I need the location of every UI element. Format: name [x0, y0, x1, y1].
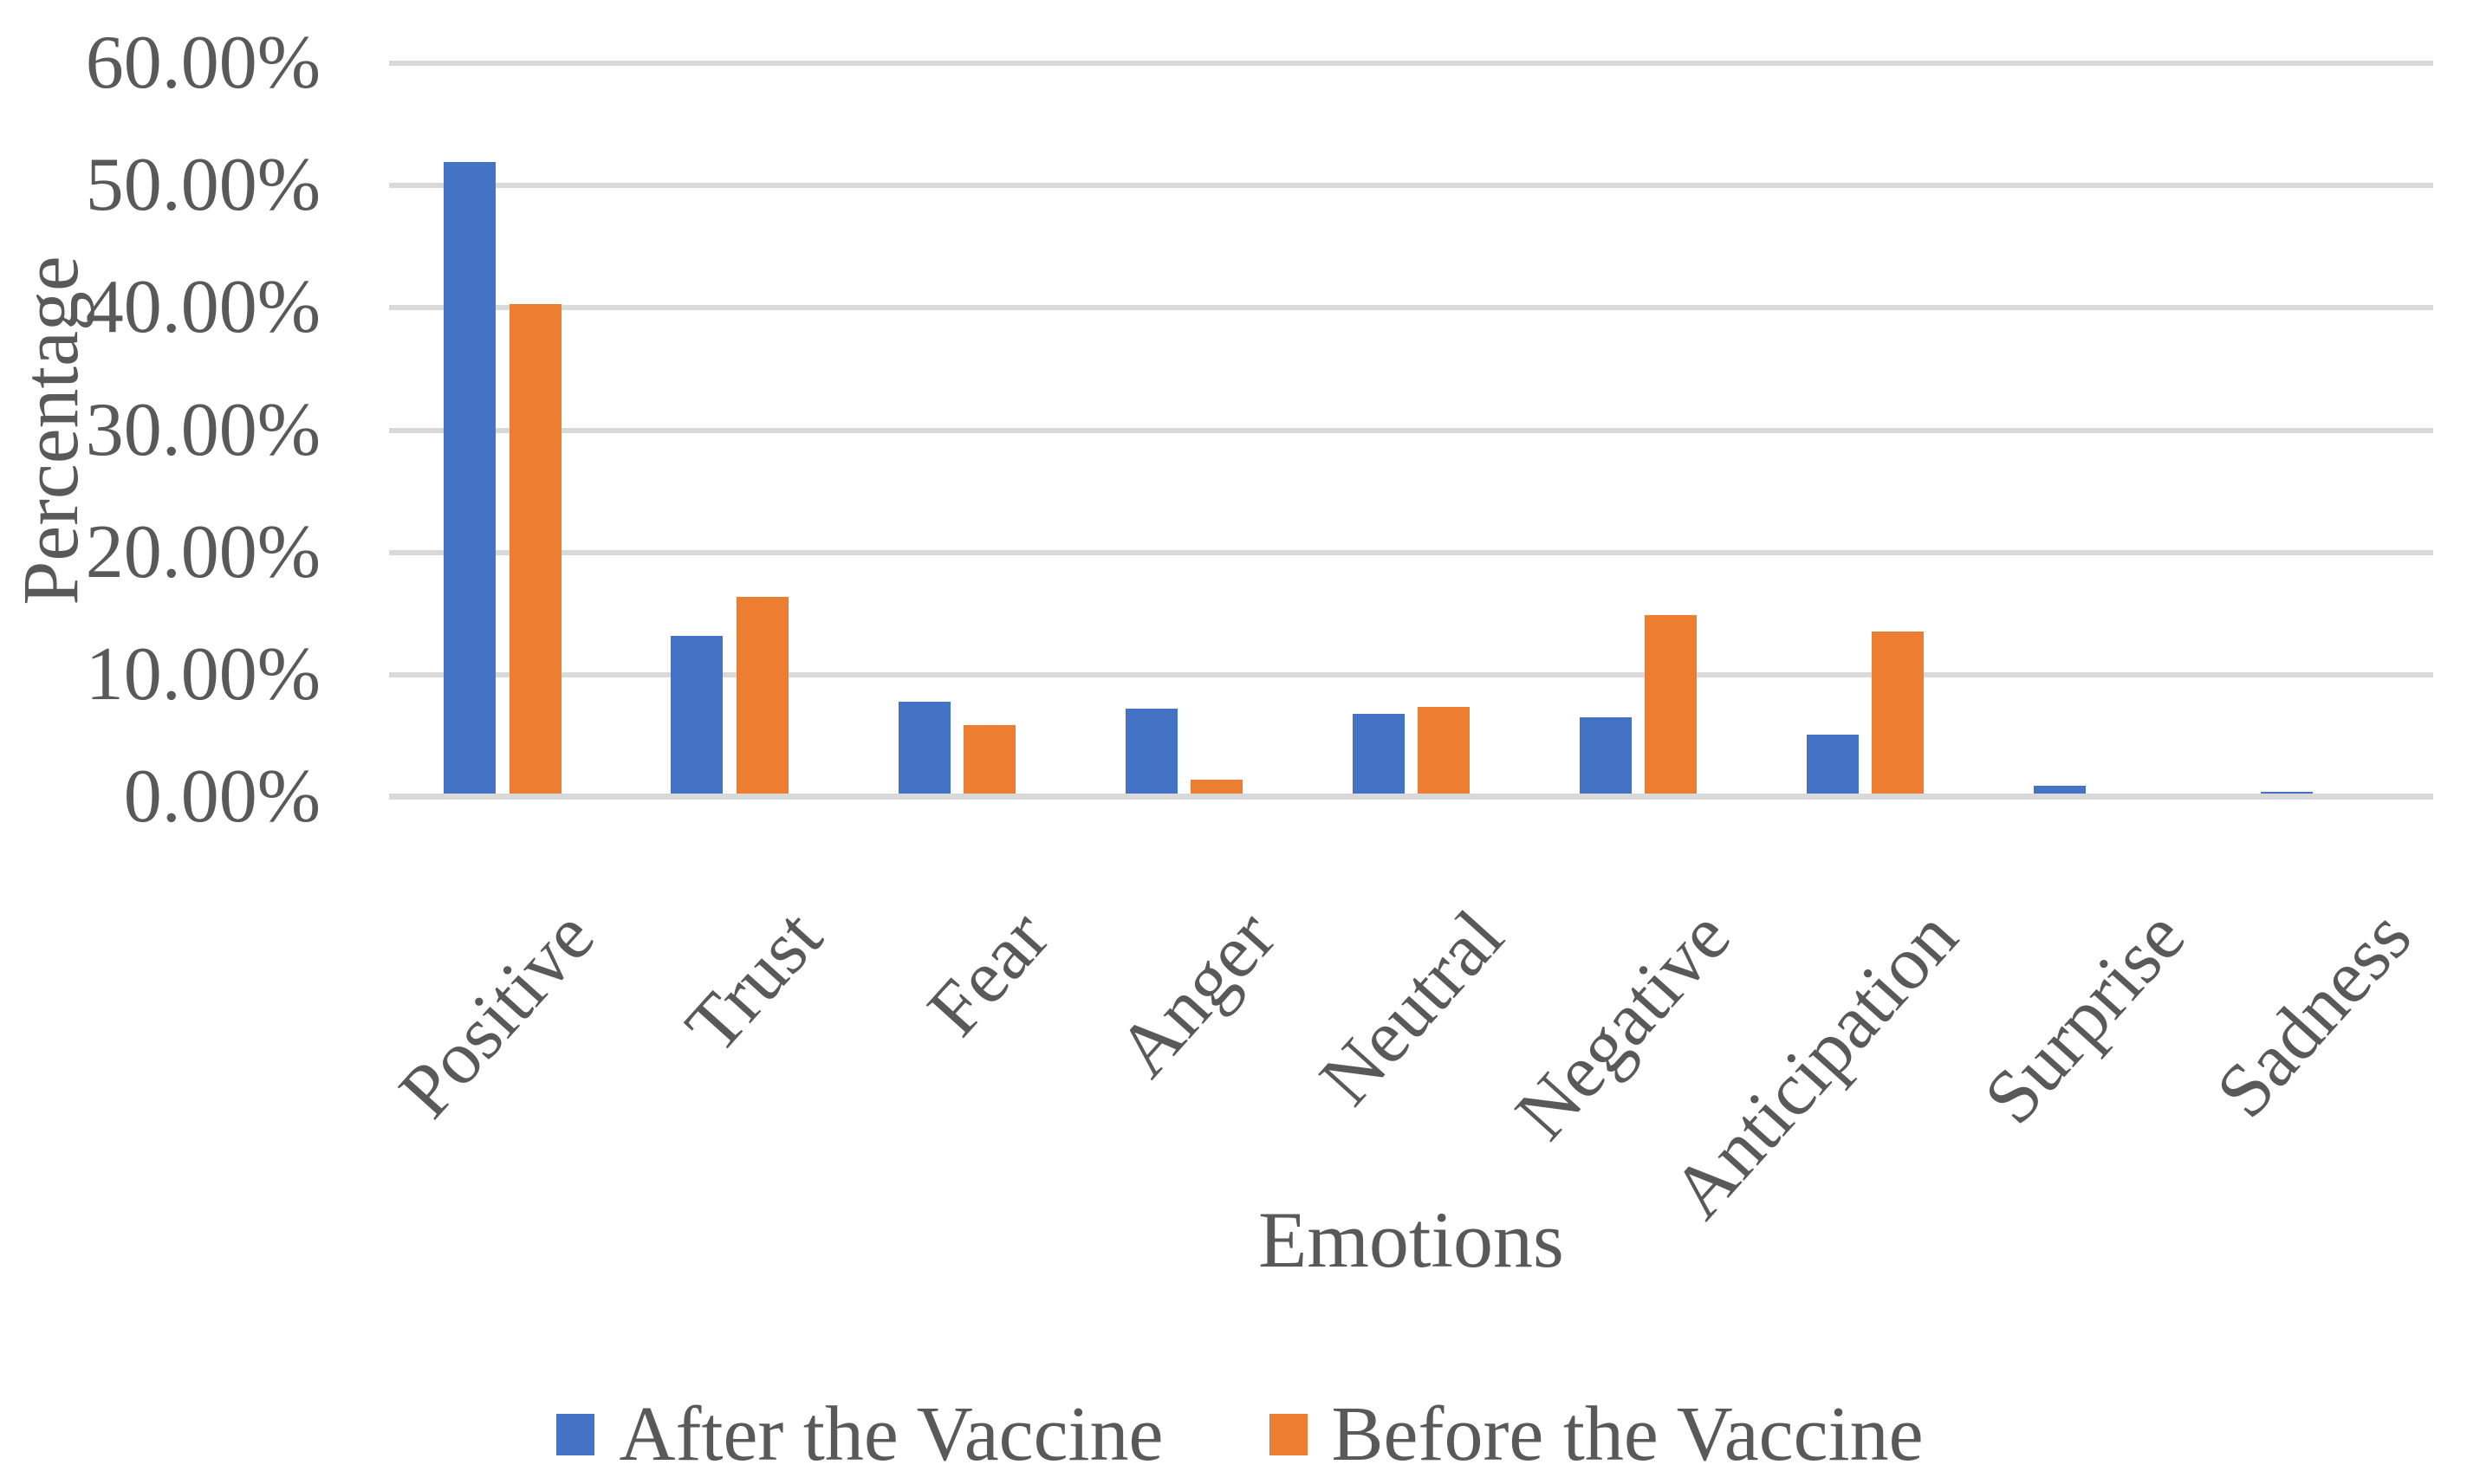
x-label-negative: Negative	[1499, 894, 1747, 1156]
gridline-60	[389, 61, 2433, 66]
legend-swatch-after-icon	[556, 1414, 595, 1455]
bar-after-negative	[1579, 717, 1632, 797]
legend-swatch-before-icon	[1269, 1414, 1308, 1455]
bar-after-trust	[671, 635, 724, 797]
y-tick-label-20: 20.00%	[85, 509, 321, 594]
x-label-fear: Fear	[912, 894, 1066, 1053]
y-tick-label-60: 60.00%	[85, 21, 321, 105]
bar-before-neutral	[1418, 706, 1470, 797]
y-tick-label-50: 50.00%	[85, 143, 321, 228]
y-tick-label-0: 0.00%	[123, 755, 321, 839]
y-tick-label-10: 10.00%	[85, 632, 321, 716]
x-label-trust: Trust	[669, 894, 839, 1069]
bar-after-neutral	[1352, 714, 1405, 797]
bar-after-anticipation	[1806, 735, 1859, 797]
y-tick-label-30: 30.00%	[85, 387, 321, 472]
bar-before-positive	[509, 304, 562, 797]
bar-before-anger	[1191, 780, 1243, 797]
bar-before-fear	[964, 724, 1016, 797]
legend-entry-before: Before the Vaccine	[1269, 1393, 1924, 1476]
bar-after-positive	[444, 162, 497, 797]
x-label-anger: Anger	[1102, 894, 1293, 1093]
legend-label-before: Before the Vaccine	[1331, 1391, 1924, 1477]
bar-before-trust	[736, 596, 789, 797]
y-tick-label-40: 40.00%	[85, 265, 321, 350]
legend: After the Vaccine Before the Vaccine	[0, 1393, 2480, 1476]
legend-label-after: After the Vaccine	[619, 1391, 1164, 1477]
bar-after-anger	[1125, 709, 1178, 797]
x-label-surprise: Surprise	[1968, 894, 2201, 1140]
gridline-50	[389, 183, 2433, 189]
bar-before-negative	[1645, 614, 1698, 797]
bar-after-fear	[898, 701, 951, 797]
x-axis-title: Emotions	[1258, 1196, 1564, 1284]
x-label-positive: Positive	[384, 894, 611, 1134]
gridline-40	[389, 305, 2433, 311]
legend-entry-after: After the Vaccine	[556, 1391, 1164, 1477]
x-label-neutral: Neutral	[1303, 894, 1520, 1121]
plot-area	[389, 61, 2433, 800]
x-axis-line	[389, 794, 2433, 800]
x-label-sadness: Sadness	[2200, 894, 2428, 1134]
gridline-10	[389, 671, 2433, 677]
gridline-30	[389, 427, 2433, 433]
bar-before-anticipation	[1872, 632, 1925, 797]
gridline-20	[389, 549, 2433, 555]
